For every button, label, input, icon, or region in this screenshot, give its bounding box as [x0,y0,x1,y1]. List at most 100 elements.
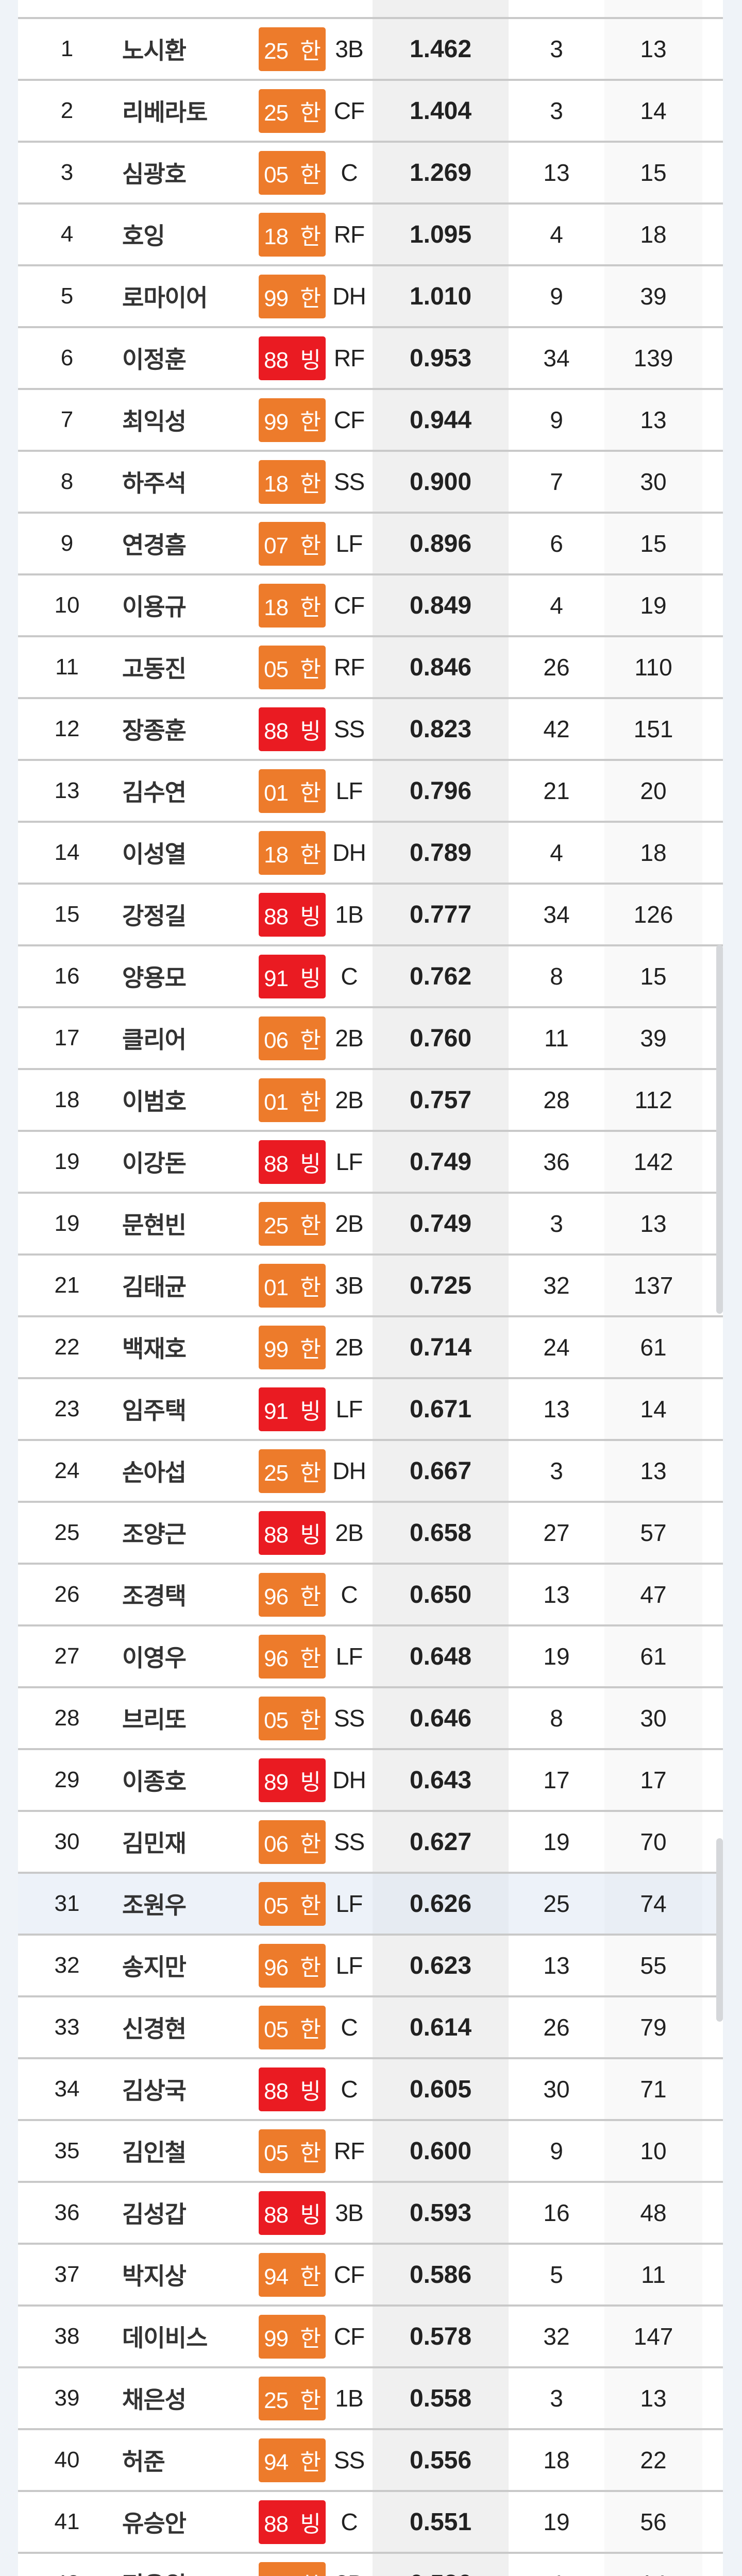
table-row[interactable]: 37 박지상 94 한 CF 0.586 5 11 [18,2243,723,2304]
table-row[interactable]: 26 조경택 96 한 C 0.650 13 47 [18,1563,723,1624]
table-row[interactable]: 38 데이비스 99 한 CF 0.578 32 147 [18,2304,723,2366]
count1-value: 13 [543,159,570,186]
rank-cell: 33 [54,2014,80,2040]
stat-value: 0.671 [373,1379,509,1439]
table-row[interactable]: 22 백재호 99 한 2B 0.714 24 61 [18,1315,723,1377]
position-label: CF [333,97,365,124]
table-row[interactable]: 19 문현빈 25 한 2B 0.749 3 13 [18,1192,723,1253]
table-row[interactable]: 5 로마이어 99 한 DH 1.010 9 39 [18,264,723,326]
team-badge: 06 한 [259,1820,326,1864]
count2-value: 39 [604,1008,702,1068]
team-badge-cell: 06 한 [259,1812,326,1872]
table-row[interactable]: 11 고동진 05 한 RF 0.846 26 110 [18,635,723,697]
team-badge: 05 한 [259,150,326,195]
table-row[interactable]: 41 유승안 88 빙 C 0.551 19 56 [18,2490,723,2552]
table-row[interactable]: 13 김수연 01 한 LF 0.796 21 20 [18,759,723,821]
player-name: 송지만 [122,1954,187,1980]
table-row[interactable]: 8 하주석 18 한 SS 0.900 7 30 [18,450,723,512]
table-row[interactable]: 2 리베라토 25 한 CF 1.404 3 14 [18,79,723,141]
team-badge-cell: 96 한 [259,1626,326,1686]
table-row[interactable]: 34 김상국 88 빙 C 0.605 30 71 [18,2057,723,2119]
count2-value: 39 [604,266,702,326]
team-badge: 88 빙 [259,892,326,937]
table-row[interactable]: 21 김태균 01 한 3B 0.725 32 137 [18,1253,723,1315]
table-row[interactable]: 32 송지만 96 한 LF 0.623 13 55 [18,1934,723,1995]
table-row[interactable]: 30 김민재 06 한 SS 0.627 19 70 [18,1810,723,1872]
count2-value: 15 [604,143,702,202]
team-badge-cell: 25 한 [259,1194,326,1253]
stat-value: 0.846 [373,637,509,697]
table-row[interactable]: 24 손아섭 25 한 DH 0.667 3 13 [18,1439,723,1501]
table-row[interactable]: 15 강정길 88 빙 1B 0.777 34 126 [18,883,723,944]
team-badge: 88 빙 [259,2191,326,2235]
table-row[interactable]: 4 호잉 18 한 RF 1.095 4 18 [18,202,723,264]
player-name: 로마이어 [122,284,208,311]
stat-value: 0.777 [373,885,509,944]
table-row[interactable]: 18 이범호 01 한 2B 0.757 28 112 [18,1068,723,1130]
position-label: C [341,2509,358,2535]
spacer-cell [702,2492,723,2552]
table-row[interactable]: 31 조원우 05 한 LF 0.626 25 74 [18,1872,723,1934]
count1-value: 13 [543,1396,570,1422]
spacer-cell [702,1441,723,1501]
scrollbar-thumb[interactable] [716,945,723,1314]
table-row[interactable]: 36 김성갑 88 빙 3B 0.593 16 48 [18,2181,723,2243]
table-row[interactable]: 29 이종호 89 빙 DH 0.643 17 17 [18,1748,723,1810]
rank-cell: 10 [54,592,80,618]
spacer-cell [702,885,723,944]
player-name: 이성열 [122,841,187,868]
count1-value: 19 [543,1643,570,1670]
stat-value: 0.627 [373,1812,509,1872]
stat-value: 0.667 [373,1441,509,1501]
table-row[interactable]: 12 장종훈 88 빙 SS 0.823 42 151 [18,697,723,759]
table-row[interactable]: 35 김인철 05 한 RF 0.600 9 10 [18,2119,723,2181]
table-row[interactable]: 10 이용규 18 한 CF 0.849 4 19 [18,573,723,635]
table-row[interactable]: 17 클리어 06 한 2B 0.760 11 39 [18,1006,723,1068]
player-name: 조경택 [122,1583,187,1609]
count2-value: 13 [604,1194,702,1253]
table-row[interactable]: 7 최익성 99 한 CF 0.944 9 13 [18,388,723,450]
table-row[interactable]: 6 이정훈 88 빙 RF 0.953 34 139 [18,326,723,388]
rank-cell: 28 [54,1705,80,1731]
stat-value: 0.650 [373,1565,509,1624]
player-name: 채은성 [122,2386,187,2413]
table-row[interactable]: 33 신경현 05 한 C 0.614 26 79 [18,1995,723,2057]
scrollbar-thumb[interactable] [716,1838,723,2022]
stat-value: 0.762 [373,946,509,1006]
team-badge: 18 한 [259,583,326,628]
table-row[interactable]: 16 양용모 91 빙 C 0.762 8 15 [18,944,723,1006]
spacer-cell [702,1503,723,1563]
count1-value: 4 [509,2554,604,2576]
player-name: 김성갑 [122,2201,187,2228]
table-row[interactable]: 40 허준 94 한 SS 0.556 18 22 [18,2428,723,2490]
table-row[interactable]: 1 노시환 25 한 3B 1.462 3 13 [18,17,723,79]
player-name: 장종훈 [122,717,187,744]
rank-cell: 3 [60,160,74,185]
team-badge: 05 한 [259,645,326,689]
team-badge-cell: 88 빙 [259,1503,326,1563]
count1-value: 4 [550,221,563,248]
table-row[interactable]: 23 임주택 91 빙 LF 0.671 13 14 [18,1377,723,1439]
table-row[interactable]: 28 브리또 05 한 SS 0.646 8 30 [18,1686,723,1748]
table-row[interactable]: 14 이성열 18 한 DH 0.789 4 18 [18,821,723,883]
rank-cell: 40 [54,2447,80,2472]
table-row[interactable]: 25 조양근 88 빙 2B 0.658 27 57 [18,1501,723,1563]
table-row[interactable]: 39 채은성 25 한 1B 0.558 3 13 [18,2366,723,2428]
count2-cell [604,0,702,17]
position-label: C [341,2014,358,2041]
player-name: 호잉 [122,223,165,249]
count2-value: 147 [604,2307,702,2366]
table-row[interactable]: 3 심광호 05 한 C 1.269 13 15 [18,141,723,202]
team-badge: 06 한 [259,1016,326,1060]
stat-value: 0.789 [373,823,509,883]
table-row[interactable]: 9 연경흠 07 한 LF 0.896 6 15 [18,512,723,573]
stat-value: 0.558 [373,2368,509,2428]
player-name: 김민재 [122,1830,187,1857]
spacer-cell [702,1379,723,1439]
table-row[interactable]: 19 이강돈 88 빙 LF 0.749 36 142 [18,1130,723,1192]
table-row[interactable]: 42 정은원 18 한 2B 0.536 4 14 [18,2552,723,2576]
table-row[interactable]: 27 이영우 96 한 LF 0.648 19 61 [18,1624,723,1686]
team-badge-cell: 18 한 [259,575,326,635]
stat-value: 0.605 [373,2059,509,2119]
stat-value: 0.648 [373,1626,509,1686]
